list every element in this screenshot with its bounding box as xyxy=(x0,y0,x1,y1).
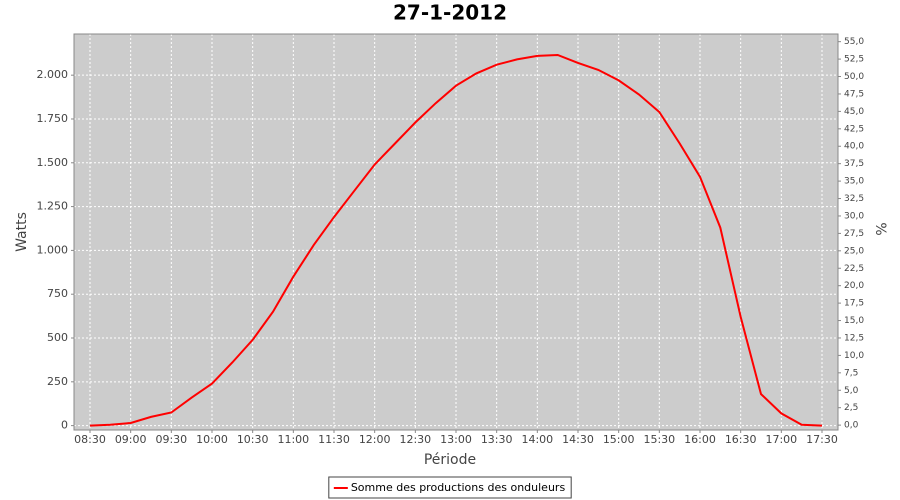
x-tick-label: 17:00 xyxy=(765,433,797,446)
y2-tick-label: 7,5 xyxy=(844,368,858,378)
y-tick-label: 1.750 xyxy=(37,112,69,125)
y2-tick-label: 25,0 xyxy=(844,246,864,256)
x-tick-label: 10:30 xyxy=(237,433,269,446)
y2-tick-label: 12,5 xyxy=(844,333,864,343)
y-tick-label: 2.000 xyxy=(37,68,69,81)
x-tick-label: 14:00 xyxy=(521,433,553,446)
y2-tick-label: 27,5 xyxy=(844,229,864,239)
y-tick-label: 250 xyxy=(47,375,68,388)
y2-tick-label: 35,0 xyxy=(844,177,864,187)
y-tick-label: 500 xyxy=(47,331,68,344)
chart-title: 27-1-2012 xyxy=(393,1,507,25)
y2-tick-label: 17,5 xyxy=(844,299,864,309)
y2-tick-label: 22,5 xyxy=(844,264,864,274)
x-tick-label: 15:00 xyxy=(603,433,635,446)
x-tick-label: 14:30 xyxy=(562,433,594,446)
x-tick-label: 13:30 xyxy=(481,433,513,446)
legend: Somme des productions des onduleurs xyxy=(328,476,572,499)
y2-tick-label: 40,0 xyxy=(844,142,864,152)
y-tick-label: 0 xyxy=(61,419,68,432)
y-tick-label: 1.500 xyxy=(37,156,69,169)
x-tick-label: 12:30 xyxy=(399,433,431,446)
y2-tick-label: 37,5 xyxy=(844,159,864,169)
x-axis-title: Période xyxy=(424,452,476,468)
x-tick-label: 11:30 xyxy=(318,433,350,446)
y2-tick-label: 30,0 xyxy=(844,211,864,221)
y2-tick-label: 52,5 xyxy=(844,55,864,65)
x-tick-label: 16:00 xyxy=(684,433,716,446)
y2-tick-label: 0,0 xyxy=(844,421,859,431)
x-tick-label: 09:30 xyxy=(155,433,187,446)
y2-axis-title: % xyxy=(872,222,888,235)
y-axis-title: Watts xyxy=(14,212,30,252)
legend-label: Somme des productions des onduleurs xyxy=(351,481,566,494)
y-tick-label: 1.000 xyxy=(37,243,69,256)
y2-tick-label: 15,0 xyxy=(844,316,864,326)
x-tick-label: 15:30 xyxy=(643,433,675,446)
y2-tick-label: 42,5 xyxy=(844,124,864,134)
y2-tick-label: 5,0 xyxy=(844,386,859,396)
y2-tick-label: 32,5 xyxy=(844,194,864,204)
data-line xyxy=(89,53,823,427)
y2-tick-label: 50,0 xyxy=(844,72,864,82)
legend-box xyxy=(328,476,572,499)
x-tick-label: 11:00 xyxy=(277,433,309,446)
x-tick-label: 13:00 xyxy=(440,433,472,446)
y-tick-label: 750 xyxy=(47,287,68,300)
x-tick-label: 10:00 xyxy=(196,433,228,446)
y-tick-label: 1.250 xyxy=(37,200,69,213)
y2-tick-label: 10,0 xyxy=(844,351,864,361)
x-tick-label: 17:30 xyxy=(806,433,838,446)
y2-tick-label: 55,0 xyxy=(844,37,864,47)
y2-tick-label: 2,5 xyxy=(844,403,858,413)
y2-tick-label: 47,5 xyxy=(844,89,864,99)
x-tick-label: 09:00 xyxy=(115,433,147,446)
y2-tick-label: 45,0 xyxy=(844,107,864,117)
x-tick-label: 16:30 xyxy=(725,433,757,446)
y2-tick-label: 20,0 xyxy=(844,281,864,291)
x-tick-label: 08:30 xyxy=(74,433,106,446)
x-tick-label: 12:00 xyxy=(359,433,391,446)
